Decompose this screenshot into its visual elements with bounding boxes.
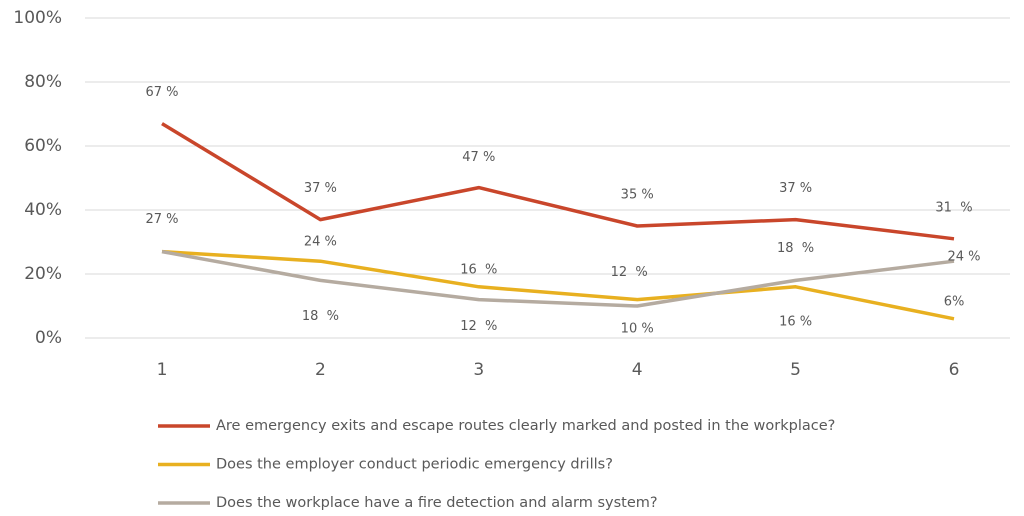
x-tick-label: 6 <box>949 360 960 380</box>
legend-label: Does the workplace have a fire detection… <box>216 495 658 511</box>
series-line <box>161 122 955 241</box>
data-label: 37 % <box>304 181 337 196</box>
legend-label: Are emergency exits and escape routes cl… <box>216 418 835 434</box>
series-line <box>161 249 955 321</box>
data-label: 18 % <box>302 309 339 324</box>
data-label: 16 % <box>460 262 497 277</box>
legend-label: Does the employer conduct periodic emerg… <box>216 457 613 473</box>
data-label: 31 % <box>935 200 972 215</box>
y-tick-label: 40% <box>24 200 62 220</box>
data-label: 12 % <box>611 265 648 280</box>
data-label: 18 % <box>777 241 814 256</box>
y-tick-label: 80% <box>24 72 62 92</box>
data-label: 67 % <box>145 85 178 100</box>
x-tick-label: 4 <box>632 360 643 380</box>
data-label: 24 % <box>947 250 980 265</box>
y-tick-label: 60% <box>24 136 62 156</box>
data-label: 27 % <box>145 212 178 227</box>
data-label: 47 % <box>462 150 495 165</box>
x-tick-label: 5 <box>790 360 801 380</box>
y-tick-label: 20% <box>24 264 62 284</box>
data-label: 35 % <box>621 188 654 203</box>
data-label: 37 % <box>779 181 812 196</box>
y-tick-label: 0% <box>35 328 62 348</box>
y-tick-label: 100% <box>13 8 62 28</box>
x-tick-label: 1 <box>157 360 168 380</box>
data-label: 24 % <box>304 235 337 250</box>
data-label: 6% <box>944 294 965 309</box>
x-tick-label: 3 <box>473 360 484 380</box>
series-line <box>161 249 955 308</box>
data-label: 10 % <box>621 322 654 337</box>
x-tick-label: 2 <box>315 360 326 380</box>
data-label: 12 % <box>460 319 497 334</box>
data-label: 16 % <box>779 314 812 329</box>
